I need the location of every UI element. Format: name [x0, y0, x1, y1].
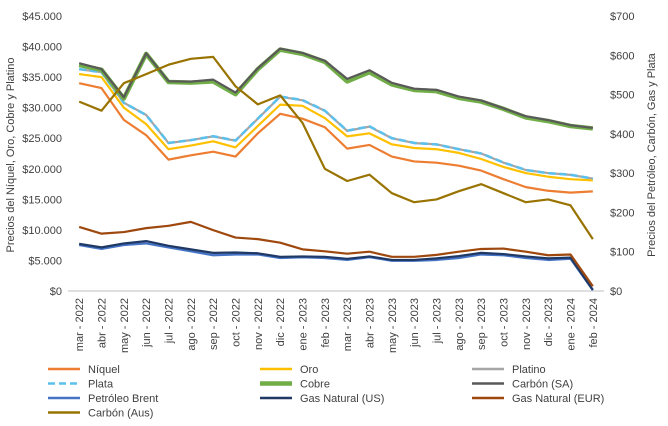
- legend-label: Gas Natural (EUR): [512, 393, 604, 405]
- x-tick-label: dic - 2022: [275, 298, 287, 346]
- x-tick-label: abr - 2023: [365, 298, 377, 348]
- legend-label: Cobre: [300, 379, 330, 391]
- legend-label: Petróleo Brent: [88, 393, 158, 405]
- y2-tick-label: $400: [610, 129, 634, 141]
- series-line: [78, 242, 594, 291]
- y-tick-label: $40.000: [22, 42, 62, 54]
- legend-label: Carbón (Aus): [88, 408, 153, 420]
- x-tick-label: mar - 2023: [342, 298, 354, 351]
- y-tick-label: $45.000: [22, 11, 62, 23]
- x-tick-label: feb - 2024: [588, 298, 600, 348]
- x-tick-label: oct - 2022: [231, 298, 243, 347]
- x-tick-label: ene - 2024: [566, 298, 578, 351]
- series-line: [78, 47, 593, 130]
- x-tick-label: nov - 2023: [521, 298, 533, 350]
- x-tick-label: jun - 2022: [141, 298, 153, 348]
- y-axis-title: Precios del Níquel, Oro, Cobre y Platino: [5, 57, 17, 252]
- y2-tick-label: $500: [610, 90, 634, 102]
- series-line: [78, 82, 593, 194]
- y-tick-label: $5.000: [28, 255, 62, 267]
- legend-label: Plata: [88, 379, 114, 391]
- x-tick-label: oct - 2023: [499, 298, 511, 347]
- x-tick-label: ene - 2023: [298, 298, 310, 351]
- legend-label: Oro: [300, 364, 318, 376]
- x-tick-label: mar - 2022: [74, 298, 86, 351]
- series-line: [78, 67, 594, 180]
- x-tick-label: dic - 2023: [543, 298, 555, 346]
- y-tick-label: $25.000: [22, 133, 62, 145]
- y2-tick-label: $200: [610, 207, 634, 219]
- y-tick-label: $20.000: [22, 164, 62, 176]
- x-tick-label: nov - 2022: [253, 298, 265, 350]
- y-tick-label: $30.000: [22, 103, 62, 115]
- y2-tick-label: $300: [610, 168, 634, 180]
- x-tick-label: abr - 2022: [97, 298, 109, 348]
- series-line: [79, 68, 594, 180]
- series-line: [78, 55, 594, 240]
- y-tick-label: $0: [50, 286, 62, 298]
- series-line: [78, 47, 594, 131]
- x-tick-label: sep - 2023: [476, 298, 488, 350]
- series-line: [78, 220, 594, 287]
- x-tick-label: jun - 2023: [409, 298, 421, 348]
- x-tick-label: ago - 2023: [454, 298, 466, 351]
- x-tick-label: ago - 2022: [186, 298, 198, 351]
- legend-label: Gas Natural (US): [300, 393, 384, 405]
- y2-tick-label: $100: [610, 247, 634, 259]
- y-tick-label: $35.000: [22, 72, 62, 84]
- series-line: [78, 240, 594, 291]
- series-line: [79, 72, 593, 182]
- x-tick-label: sep - 2022: [208, 298, 220, 350]
- y2-axis-title: Precios del Petróleo, Carbón, Gas y Plat…: [646, 52, 658, 256]
- legend-label: Carbón (SA): [512, 379, 573, 391]
- legend-label: Níquel: [88, 364, 120, 376]
- x-tick-label: may - 2022: [119, 298, 131, 353]
- y2-tick-label: $700: [610, 11, 634, 23]
- x-tick-label: jul - 2023: [432, 298, 444, 344]
- y2-tick-label: $0: [610, 286, 622, 298]
- x-tick-label: may - 2023: [387, 298, 399, 353]
- y2-tick-label: $600: [610, 50, 634, 62]
- x-tick-label: jul - 2022: [164, 298, 176, 344]
- y-tick-label: $10.000: [22, 225, 62, 237]
- y-tick-label: $15.000: [22, 194, 62, 206]
- x-tick-label: feb - 2023: [320, 298, 332, 348]
- legend-label: Platino: [512, 364, 546, 376]
